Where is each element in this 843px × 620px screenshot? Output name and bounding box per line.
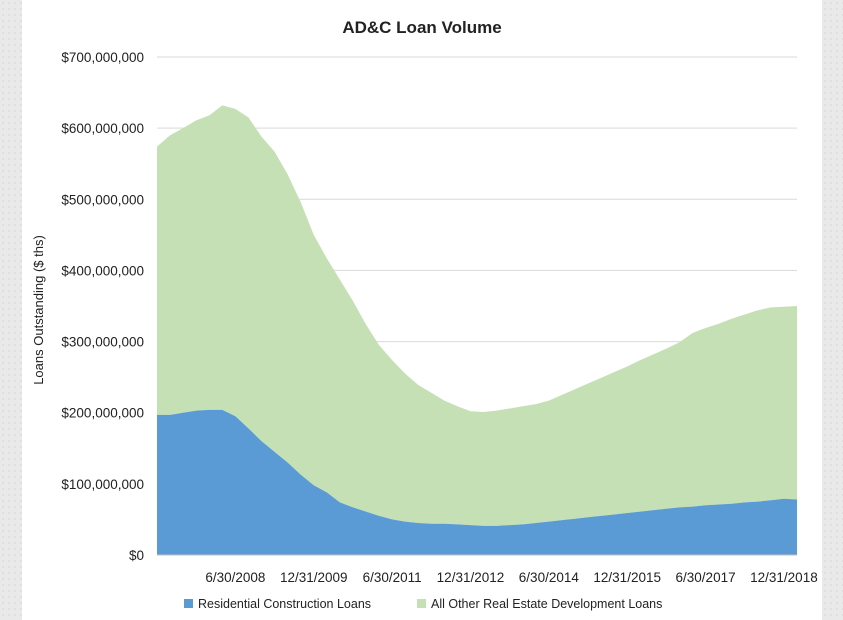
plot-areas [157, 105, 797, 555]
area-all-other-real-estate-development-loans [157, 105, 797, 526]
legend-swatch-residential [184, 599, 193, 608]
area-residential-construction-loans [157, 409, 797, 555]
y-tick-label: $0 [129, 548, 144, 563]
chart-title: AD&C Loan Volume [342, 18, 501, 37]
y-axis-label: Loans Outstanding ($ ths) [31, 235, 46, 385]
y-tick-label: $200,000,000 [61, 406, 144, 421]
y-tick-label: $500,000,000 [61, 192, 144, 207]
chart-panel: AD&C Loan Volume $0 $100,000,000 $200,000,… [22, 0, 822, 620]
x-tick-label: 12/31/2012 [437, 570, 505, 585]
x-tick-label: 6/30/2011 [363, 570, 422, 585]
x-tick-labels: 6/30/2008 12/31/2009 6/30/2011 12/31/2012 6/… [205, 570, 817, 585]
x-tick-label: 6/30/2008 [205, 570, 265, 585]
y-tick-label: $400,000,000 [61, 263, 144, 278]
x-tick-label: 12/31/2015 [593, 570, 661, 585]
legend-label-other: All Other Real Estate Development Loans [431, 597, 662, 611]
x-tick-label: 6/30/2017 [676, 570, 736, 585]
y-tick-label: $700,000,000 [61, 50, 144, 65]
legend-label-residential: Residential Construction Loans [198, 597, 371, 611]
y-tick-labels: $0 $100,000,000 $200,000,000 $300,000,000 $4… [61, 50, 144, 563]
x-tick-label: 12/31/2018 [750, 570, 818, 585]
y-tick-label: $600,000,000 [61, 121, 144, 136]
x-tick-label: 12/31/2009 [280, 570, 348, 585]
legend-swatch-other [417, 599, 426, 608]
chart-area: AD&C Loan Volume $0 $100,000,000 $200,000,… [31, 18, 818, 611]
y-tick-label: $300,000,000 [61, 335, 144, 350]
legend: Residential Construction Loans All Other… [184, 597, 662, 611]
y-tick-label: $100,000,000 [61, 477, 144, 492]
x-tick-label: 6/30/2014 [519, 570, 580, 585]
